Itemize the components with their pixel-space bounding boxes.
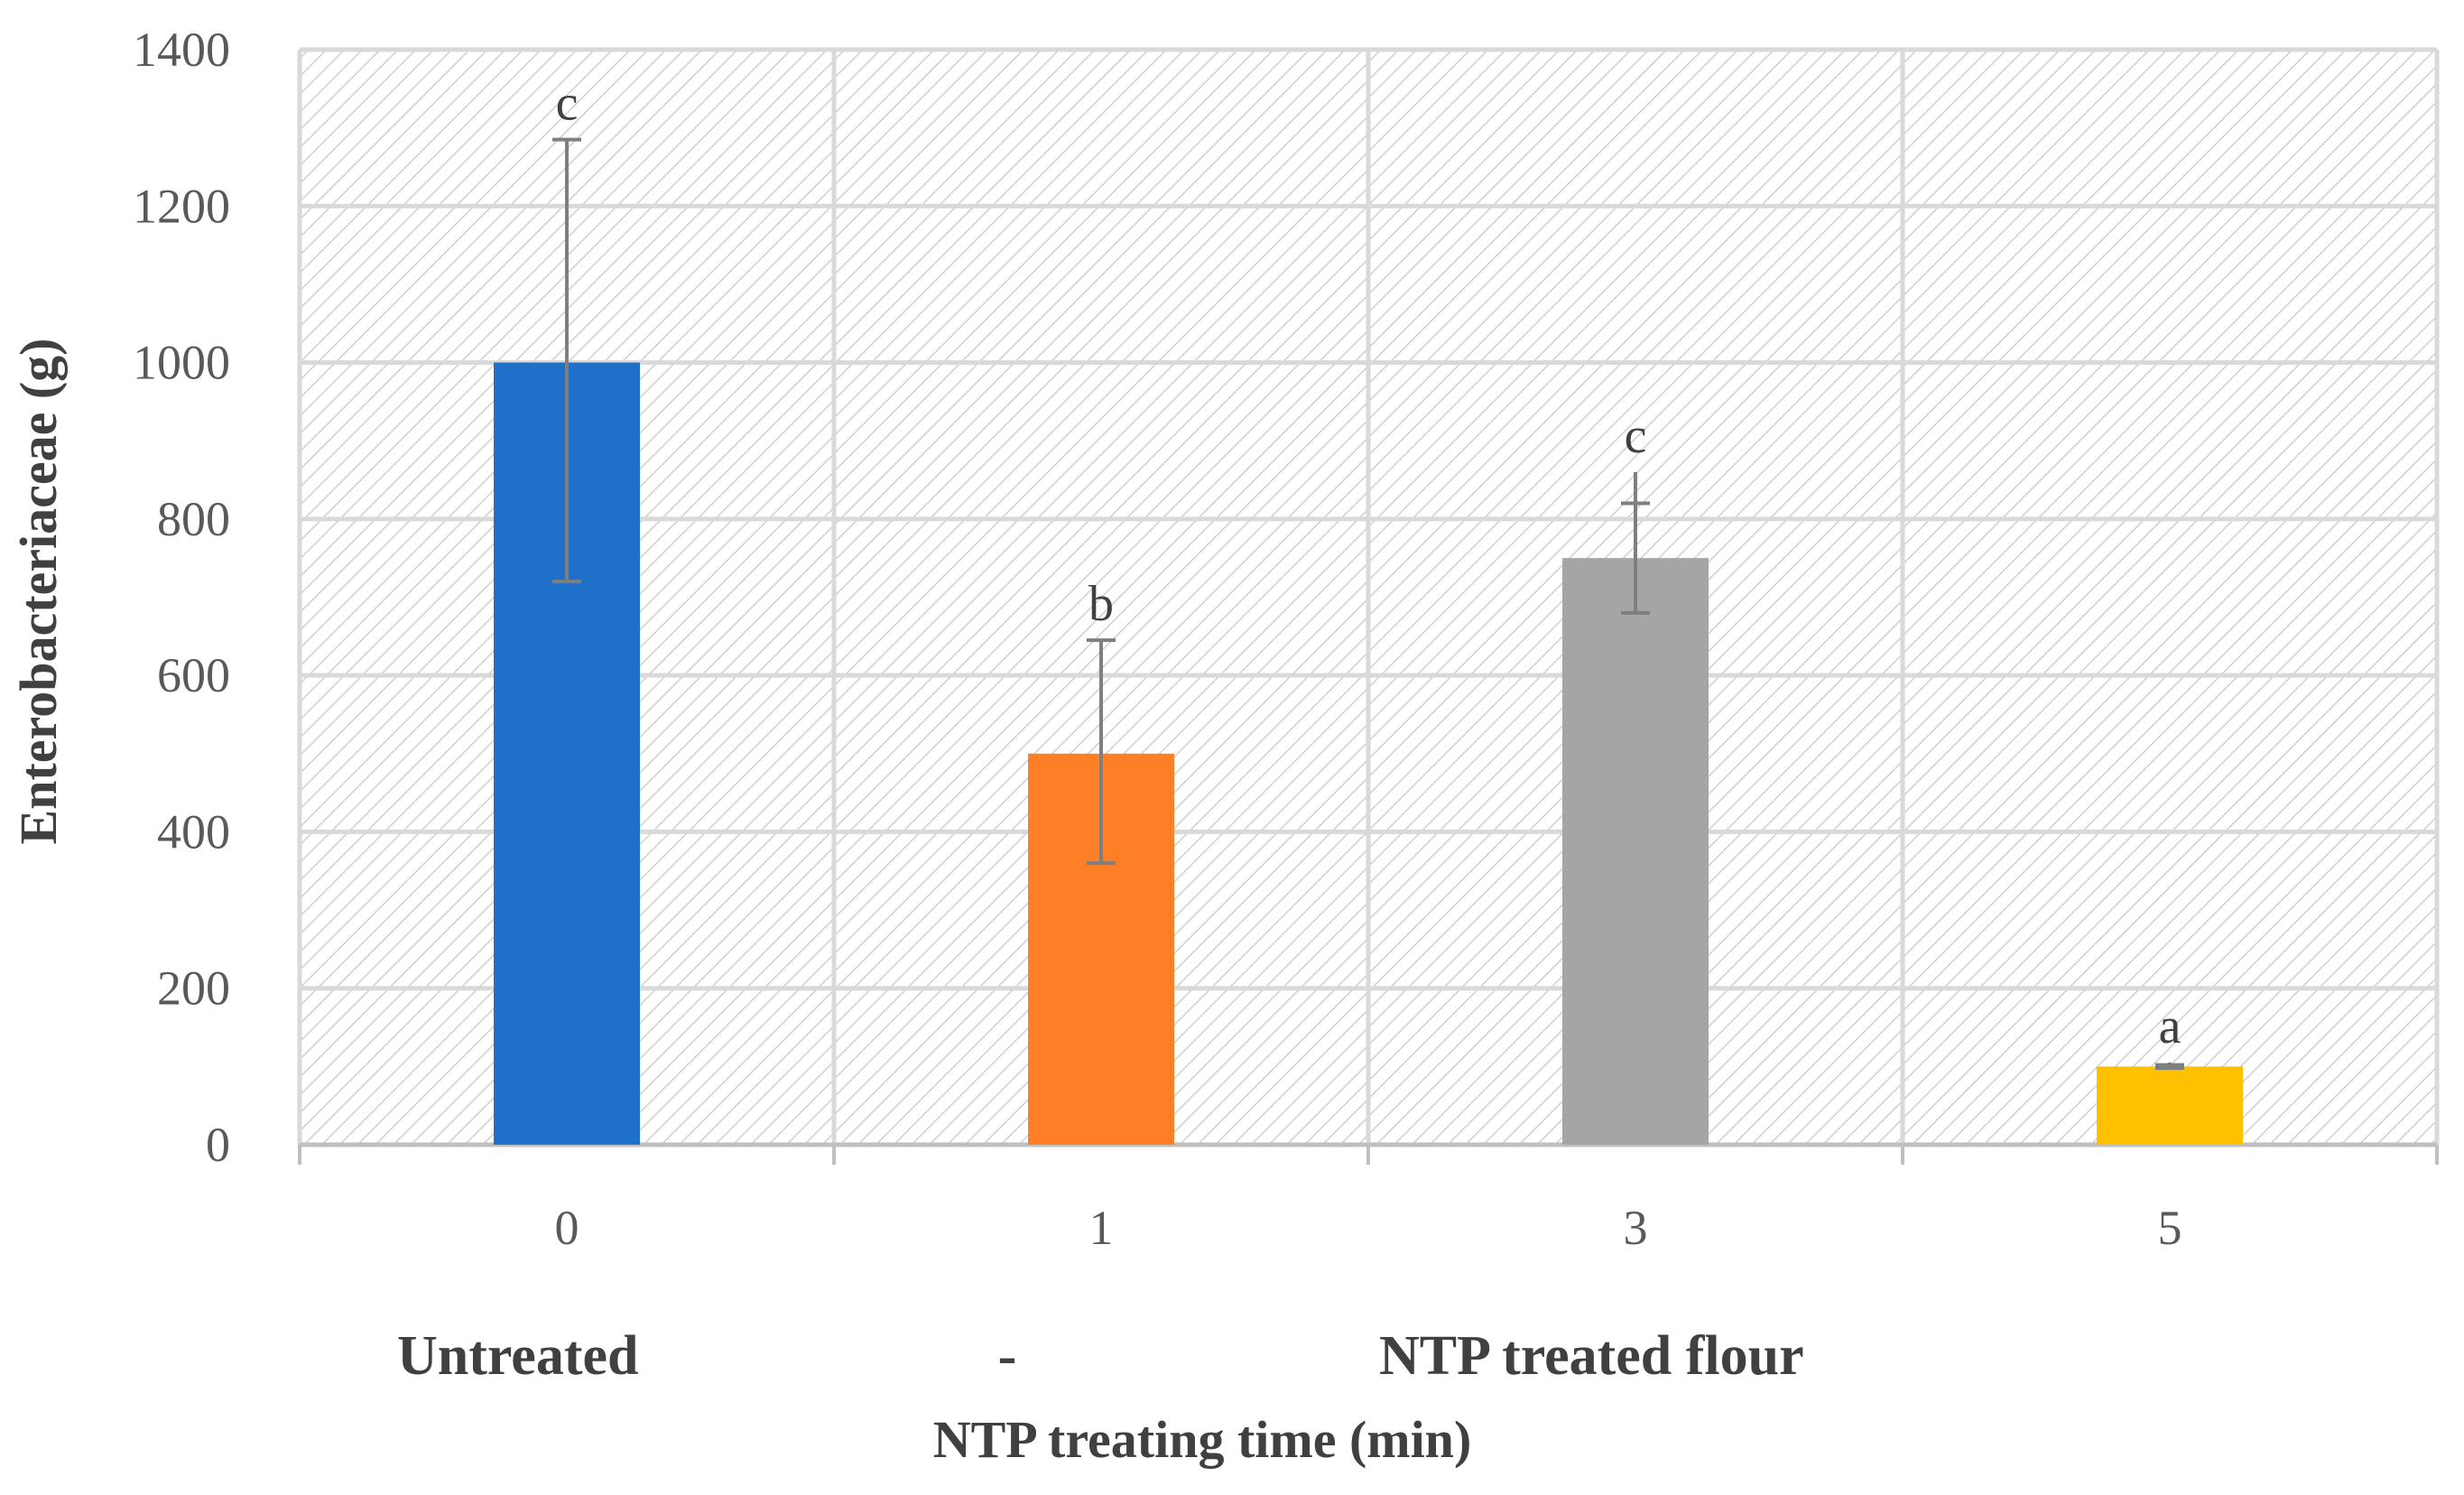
significance-letter-0: c xyxy=(556,76,579,132)
significance-letter-1: b xyxy=(1088,576,1114,632)
y-tick-label: 0 xyxy=(206,1118,230,1172)
x-axis-title: NTP treating time (min) xyxy=(933,1410,1472,1469)
error-bars xyxy=(552,137,2184,1071)
y-tick-label: 1000 xyxy=(133,336,230,390)
group-label-ntp-treated-flour: NTP treated flour xyxy=(1379,1325,1804,1387)
x-tick-label-1: 1 xyxy=(1089,1201,1114,1255)
y-axis-title: Enterobacteriaceae (g) xyxy=(9,339,68,845)
group-label-untreated: Untreated xyxy=(397,1325,638,1387)
significance-letter-3: c xyxy=(1625,408,1647,464)
x-tick-label-0: 0 xyxy=(555,1201,579,1255)
y-tick-label: 200 xyxy=(157,961,230,1016)
bar-3 xyxy=(1562,558,1709,1145)
labels: 0 200 400 600 800 1000 1200 1400 c 0 b 1 c 3 a 5 xyxy=(133,23,2182,1255)
significance-letter-5: a xyxy=(2159,998,2181,1054)
gridlines xyxy=(297,47,2440,1165)
y-tick-label: 400 xyxy=(157,804,230,859)
group-label-dash: - xyxy=(998,1325,1017,1387)
x-tick-label-3: 3 xyxy=(1624,1201,1648,1255)
y-tick-label: 600 xyxy=(157,648,230,702)
y-tick-label: 1200 xyxy=(133,179,230,233)
x-tick-label-5: 5 xyxy=(2158,1201,2182,1255)
y-tick-label: 800 xyxy=(157,492,230,546)
bar-5 xyxy=(2097,1066,2243,1145)
y-tick-label: 1400 xyxy=(133,23,230,77)
